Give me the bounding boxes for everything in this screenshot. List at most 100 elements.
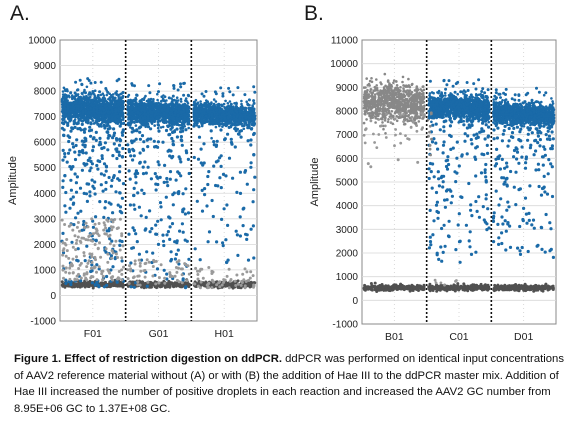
positive-rain-droplet <box>157 129 161 133</box>
rain-droplet <box>95 229 99 233</box>
rain-droplet <box>175 260 179 264</box>
positive-droplet <box>87 102 90 106</box>
negative-droplet <box>80 284 84 288</box>
rain-droplet <box>97 265 101 269</box>
positive-rain-droplet <box>68 148 72 152</box>
positive-rain-droplet <box>169 250 173 254</box>
positive-rain-droplet <box>134 175 138 179</box>
rain-droplet <box>84 221 88 225</box>
rain-droplet <box>91 239 94 243</box>
positive-rain-droplet <box>63 174 67 178</box>
positive-droplet <box>74 80 78 84</box>
positive-rain-droplet <box>84 151 88 155</box>
positive-rain-droplet <box>142 191 146 196</box>
positive-rain-droplet <box>82 162 86 166</box>
rain-droplet <box>136 280 140 284</box>
positive-rain-droplet <box>120 155 125 159</box>
positive-droplet <box>77 104 80 108</box>
positive-droplet <box>210 136 213 140</box>
positive-droplet <box>94 97 98 100</box>
rain-droplet <box>85 272 89 276</box>
positive-droplet <box>182 82 186 85</box>
positive-droplet <box>117 97 121 100</box>
negative-droplet <box>117 282 121 286</box>
rain-droplet <box>76 235 80 239</box>
rain-droplet <box>80 236 84 240</box>
positive-rain-droplet <box>174 122 179 126</box>
positive-droplet <box>61 103 64 106</box>
rain-droplet <box>131 276 135 280</box>
positive-rain-droplet <box>112 174 116 178</box>
negative-droplet <box>199 283 203 287</box>
positive-rain-droplet <box>170 222 175 226</box>
positive-rain-droplet <box>80 119 85 123</box>
rain-droplet <box>187 272 191 276</box>
positive-rain-droplet <box>156 242 161 246</box>
positive-rain-droplet <box>184 128 188 132</box>
positive-rain-droplet <box>63 152 67 156</box>
positive-rain-droplet <box>69 188 73 192</box>
positive-rain-droplet <box>134 118 138 122</box>
positive-rain-droplet <box>102 173 106 177</box>
positive-droplet <box>174 109 178 112</box>
positive-droplet <box>176 88 180 92</box>
positive-rain-droplet <box>117 178 121 182</box>
rain-droplet <box>71 257 75 261</box>
positive-rain-droplet <box>177 155 181 159</box>
positive-rain-droplet <box>130 141 134 145</box>
rain-droplet <box>105 218 109 222</box>
rain-droplet <box>114 239 118 243</box>
positive-rain-droplet <box>156 123 160 127</box>
positive-droplet <box>155 110 158 114</box>
positive-droplet <box>160 99 163 103</box>
rain-droplet <box>127 282 131 285</box>
positive-rain-droplet <box>67 139 71 144</box>
positive-droplet <box>161 125 165 129</box>
positive-droplet <box>173 113 176 117</box>
positive-rain-droplet <box>112 142 116 146</box>
positive-rain-droplet <box>120 196 124 200</box>
rain-droplet <box>129 267 133 271</box>
positive-rain-droplet <box>63 155 67 159</box>
rain-droplet <box>154 282 158 286</box>
positive-droplet <box>111 97 115 100</box>
positive-rain-droplet <box>64 281 68 285</box>
rain-droplet <box>61 268 65 272</box>
positive-droplet <box>102 94 106 97</box>
rain-droplet <box>67 256 71 260</box>
positive-rain-droplet <box>156 160 160 164</box>
positive-rain-droplet <box>130 126 134 130</box>
positive-rain-droplet <box>148 230 152 234</box>
positive-rain-droplet <box>177 190 181 194</box>
positive-rain-droplet <box>105 130 109 134</box>
positive-droplet <box>135 93 139 97</box>
positive-rain-droplet <box>66 151 71 155</box>
positive-droplet <box>104 99 107 102</box>
positive-droplet <box>98 111 101 115</box>
positive-droplet <box>84 103 87 106</box>
positive-droplet <box>121 99 124 103</box>
positive-rain-droplet <box>118 209 122 213</box>
positive-droplet <box>172 84 176 88</box>
positive-droplet <box>139 99 143 102</box>
positive-rain-droplet <box>132 149 136 153</box>
positive-rain-droplet <box>143 119 147 123</box>
positive-droplet <box>185 105 189 109</box>
positive-droplet <box>113 99 116 103</box>
rain-droplet <box>74 241 78 245</box>
positive-rain-droplet <box>79 128 83 132</box>
positive-rain-droplet <box>155 232 159 236</box>
positive-rain-droplet <box>106 148 110 152</box>
positive-rain-droplet <box>91 145 95 149</box>
positive-rain-droplet <box>162 243 166 248</box>
rain-droplet <box>114 252 118 256</box>
rain-droplet <box>91 275 95 279</box>
positive-rain-droplet <box>95 163 99 168</box>
positive-rain-droplet <box>137 126 141 130</box>
positive-droplet <box>161 120 165 124</box>
positive-rain-droplet <box>174 252 178 256</box>
positive-rain-droplet <box>166 230 170 234</box>
positive-droplet <box>151 110 154 113</box>
rain-droplet <box>163 281 167 285</box>
rain-droplet <box>180 273 184 277</box>
